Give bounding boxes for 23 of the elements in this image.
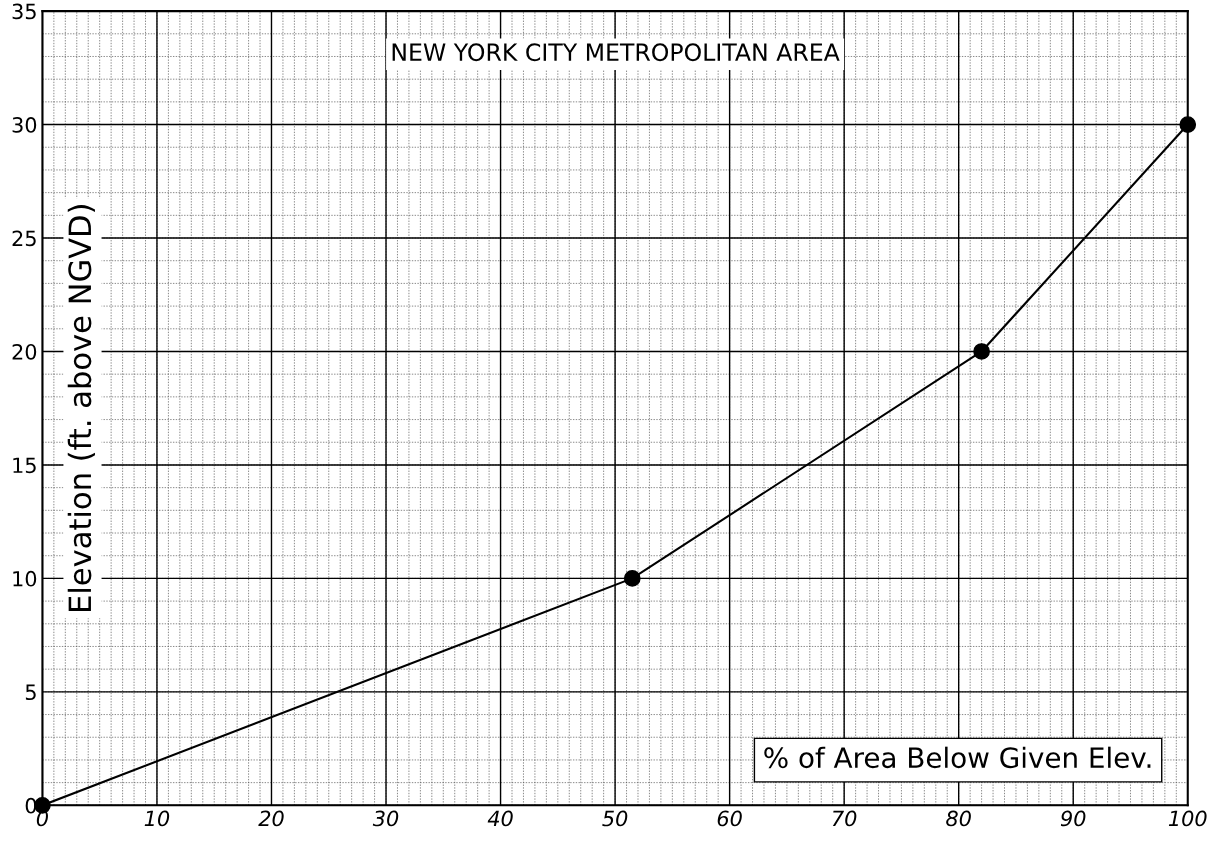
x-tick-label: 10 [144, 810, 170, 827]
y-axis-title: Elevation (ft. above NGVD) [67, 205, 95, 611]
x-tick-label: 40 [487, 810, 513, 827]
point [1179, 116, 1197, 133]
point [973, 343, 990, 360]
y-tick-label: 10 [13, 570, 37, 587]
y-tick-label: 5 [25, 684, 36, 701]
text: NEW YORK CITY METROPOLITAN AREA [392, 43, 840, 62]
x-tick-label: 20 [258, 810, 284, 827]
x-tick-label: 50 [602, 810, 628, 827]
y-tick-label: 35 [12, 3, 36, 20]
y-tick-label: 25 [12, 230, 36, 247]
x-axis-title: % of Area Below Given Elev. [764, 746, 1151, 769]
x-tick-label: 70 [832, 810, 857, 827]
x-tick-label: 90 [1060, 810, 1086, 827]
y-tick-label: 30 [12, 117, 37, 133]
y-tick-label: 20 [12, 343, 37, 360]
x-tick-label: 100 [1168, 810, 1207, 827]
x-tick-label: 30 [372, 810, 399, 827]
x-tick-label: 60 [717, 810, 742, 827]
point [623, 570, 641, 587]
y-tick-label: 15 [13, 457, 36, 474]
x-tick-label: 80 [946, 810, 971, 827]
